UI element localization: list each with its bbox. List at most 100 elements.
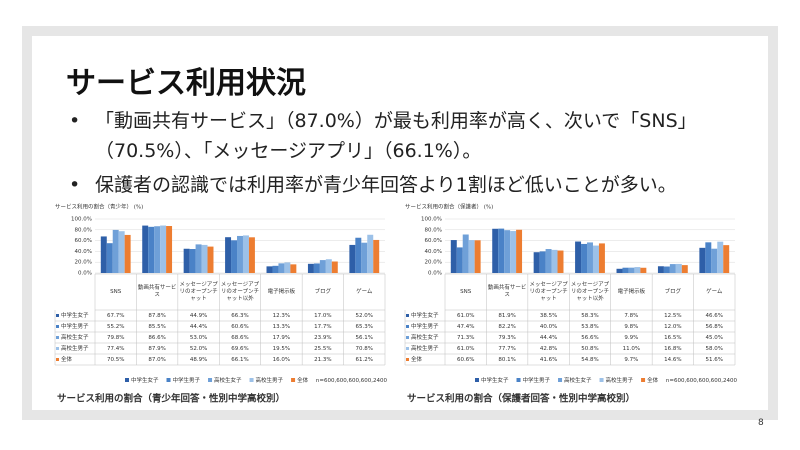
table-value: 60.6% xyxy=(457,357,474,363)
x-tick-label: メッセージアプリのオープンチャット以外 xyxy=(220,281,260,302)
y-tick-label: 40.0% xyxy=(75,249,92,255)
bar xyxy=(142,225,149,273)
bar xyxy=(699,247,706,273)
table-value: 17.9% xyxy=(273,335,290,341)
bar xyxy=(657,266,664,273)
table-value: 12.5% xyxy=(664,313,681,319)
x-tick-label: 電子掲示板 xyxy=(267,288,296,295)
table-value: 11.0% xyxy=(623,346,640,352)
bar xyxy=(456,247,463,273)
table-value: 87.0% xyxy=(148,357,165,363)
row-label: 中学生男子 xyxy=(411,322,439,330)
bar xyxy=(581,243,588,273)
table-value: 54.8% xyxy=(581,357,598,363)
row-label: 全体 xyxy=(61,355,73,363)
legend-swatch xyxy=(558,378,563,382)
x-tick-label: ブログ xyxy=(664,288,682,295)
bar xyxy=(681,265,688,273)
bar xyxy=(598,243,605,273)
legend-label: 高校生女子 xyxy=(214,376,242,384)
legend-label: 中学生男子 xyxy=(523,376,551,384)
table-value: 82.2% xyxy=(498,324,515,330)
bar xyxy=(723,245,730,273)
bar xyxy=(468,240,475,273)
bar xyxy=(319,260,326,273)
x-tick-label: メッセージアプリのオープンチャット以外 xyxy=(570,281,610,302)
table-value: 53.0% xyxy=(190,335,207,341)
legend-swatch xyxy=(125,378,129,382)
bar xyxy=(106,243,113,273)
bar xyxy=(355,237,362,273)
bar xyxy=(201,244,208,273)
category-cell: ゲーム xyxy=(706,289,722,295)
table-value: 45.0% xyxy=(706,335,723,341)
bar xyxy=(367,234,374,273)
x-tick-label: SNS xyxy=(110,288,122,295)
table-value: 50.8% xyxy=(581,346,598,352)
row-label: 中学生男子 xyxy=(61,322,89,330)
table-value: 61.2% xyxy=(356,357,373,363)
table-value: 42.8% xyxy=(540,346,557,352)
table-value: 70.8% xyxy=(356,346,373,352)
bar xyxy=(504,230,511,273)
bar xyxy=(717,241,724,273)
table-value: 58.0% xyxy=(706,346,723,352)
legend-swatch xyxy=(516,378,521,382)
y-tick-label: 40.0% xyxy=(425,249,442,255)
legend-swatch xyxy=(599,378,604,382)
row-label: 高校生女子 xyxy=(411,333,439,341)
table-value: 40.0% xyxy=(540,324,557,330)
table-value: 23.9% xyxy=(314,335,331,341)
y-tick-label: 0.0% xyxy=(428,271,442,277)
row-label: 高校生男子 xyxy=(61,344,89,352)
bar xyxy=(510,231,517,273)
x-tick-label: メッセージアプリのオープンチャット xyxy=(529,281,568,302)
bar xyxy=(272,265,279,273)
bar xyxy=(349,244,356,273)
chart-caption: サービス利用の割合（保護者回答・性別中学高校別） xyxy=(407,393,635,405)
bar xyxy=(669,264,676,273)
bar xyxy=(313,263,320,273)
table-value: 67.7% xyxy=(107,313,124,319)
legend-swatch xyxy=(56,347,59,350)
category-cell: メッセージアプリのオープンチャット以外 xyxy=(570,281,610,302)
slide-title: サービス利用状況 xyxy=(66,66,306,101)
legend-swatch xyxy=(249,378,254,382)
bar xyxy=(361,242,368,273)
table-value: 25.5% xyxy=(314,346,331,352)
y-tick-label: 60.0% xyxy=(75,238,92,244)
y-tick-label: 20.0% xyxy=(75,260,92,266)
note: n=600,600,600,600,2400 xyxy=(316,378,388,384)
table-value: 21.3% xyxy=(314,357,331,363)
bar xyxy=(331,261,338,273)
table-value: 14.6% xyxy=(664,357,681,363)
legend-swatch xyxy=(406,358,409,361)
bar xyxy=(462,234,469,273)
legend-label: 高校生男子 xyxy=(606,376,634,384)
x-tick-label: ゲーム xyxy=(356,288,373,295)
bar xyxy=(284,262,291,273)
bar xyxy=(278,263,285,273)
category-cell: SNS xyxy=(460,289,471,295)
bar xyxy=(148,226,155,273)
bar xyxy=(325,259,332,273)
table-value: 87.8% xyxy=(148,313,165,319)
x-tick-label: 動画共有サービス xyxy=(137,285,177,298)
bar xyxy=(225,237,232,273)
bar xyxy=(266,266,273,273)
table-value: 79.8% xyxy=(107,335,124,341)
y-tick-label: 80.0% xyxy=(425,227,442,233)
table-value: 44.4% xyxy=(190,324,207,330)
bar xyxy=(242,235,249,273)
table-value: 7.8% xyxy=(624,313,638,319)
category-cell: ゲーム xyxy=(356,288,373,295)
bar xyxy=(474,240,481,273)
page-number: 8 xyxy=(758,418,764,428)
bar xyxy=(124,234,131,273)
legend-swatch xyxy=(641,378,646,382)
legend-label: 全体 xyxy=(647,376,659,384)
table-value: 9.9% xyxy=(624,335,638,341)
bar xyxy=(237,235,243,273)
y-tick-label: 0.0% xyxy=(78,271,92,277)
